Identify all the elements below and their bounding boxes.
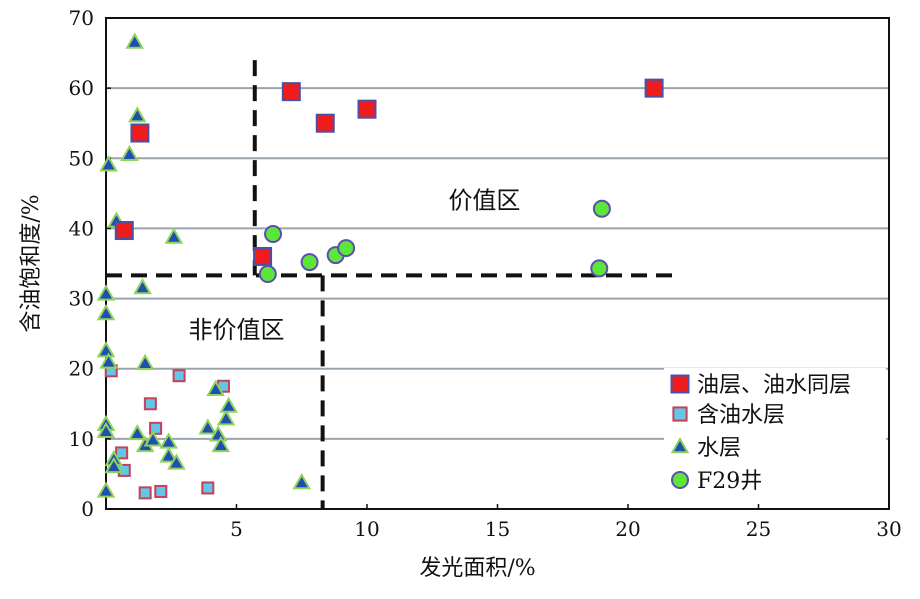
point-series-1-3 bbox=[138, 486, 152, 500]
y-tick-label-70: 70 bbox=[69, 6, 94, 30]
point-series-2-7 bbox=[96, 284, 116, 301]
point-series-2-5 bbox=[164, 227, 184, 244]
point-series-2-29 bbox=[292, 473, 312, 490]
point-series-3-2 bbox=[300, 253, 319, 272]
y-tick-label-40: 40 bbox=[69, 216, 94, 240]
y-tick-label-0: 0 bbox=[81, 497, 94, 521]
point-series-0-5 bbox=[357, 99, 377, 119]
point-series-2-23 bbox=[198, 418, 218, 435]
point-series-2-22 bbox=[167, 453, 186, 470]
point-series-1-1 bbox=[115, 446, 129, 460]
x-tick-label-5: 5 bbox=[230, 517, 243, 541]
y-tick-label-20: 20 bbox=[69, 357, 94, 381]
point-series-0-0 bbox=[130, 123, 150, 143]
point-series-2-27 bbox=[216, 409, 236, 426]
legend-label-oil-layer: 油层、油水同层 bbox=[697, 373, 851, 398]
point-series-0-3 bbox=[281, 82, 301, 102]
point-series-1-8 bbox=[201, 481, 215, 495]
cutoff-lines bbox=[106, 60, 681, 509]
legend-marker-3 bbox=[671, 471, 689, 489]
point-series-2-28 bbox=[219, 396, 238, 413]
point-series-0-2 bbox=[253, 246, 273, 266]
point-series-2-19 bbox=[143, 430, 163, 447]
point-series-3-4 bbox=[337, 239, 356, 258]
legend-marker-0 bbox=[670, 374, 690, 394]
point-series-2-26 bbox=[211, 435, 231, 453]
point-series-3-1 bbox=[258, 265, 277, 284]
point-series-2-3 bbox=[99, 155, 118, 172]
point-series-1-5 bbox=[149, 421, 163, 435]
x-axis-label: 发光面积/% bbox=[419, 556, 535, 581]
point-series-1-4 bbox=[143, 397, 157, 411]
y-axis-label: 含油饱和度/% bbox=[19, 194, 44, 332]
point-series-1-7 bbox=[172, 369, 186, 383]
point-series-2-0 bbox=[125, 32, 145, 49]
point-series-2-6 bbox=[133, 278, 152, 295]
x-tick-label-10: 10 bbox=[354, 517, 379, 541]
point-series-2-1 bbox=[127, 106, 147, 123]
point-series-2-8 bbox=[96, 303, 116, 321]
y-tick-label-50: 50 bbox=[69, 146, 94, 170]
point-series-2-11 bbox=[135, 353, 155, 371]
legend: 油层、油水同层 含油水层 水层 F29井 bbox=[664, 368, 886, 498]
y-tick-label-60: 60 bbox=[69, 76, 94, 100]
point-series-3-6 bbox=[592, 199, 611, 218]
data-points bbox=[96, 32, 664, 500]
point-series-0-1 bbox=[114, 221, 134, 241]
point-series-3-0 bbox=[264, 225, 283, 244]
annotation-value-zone: 价值区 bbox=[448, 186, 520, 214]
legend-marker-2 bbox=[670, 436, 690, 454]
point-series-2-20 bbox=[159, 432, 178, 449]
x-tick-label-25: 25 bbox=[746, 517, 771, 541]
point-series-2-2 bbox=[120, 144, 139, 161]
point-series-2-21 bbox=[159, 446, 178, 463]
legend-marker-1 bbox=[672, 406, 688, 422]
region-annotations: 价值区 非价值区 bbox=[189, 186, 521, 344]
point-series-2-13 bbox=[96, 421, 116, 439]
point-series-2-17 bbox=[127, 423, 147, 441]
axis-ticks: 0 10 20 30 40 50 60 70 5 10 15 20 25 30 bbox=[69, 6, 902, 541]
y-tick-label-10: 10 bbox=[69, 427, 94, 451]
legend-background bbox=[664, 368, 886, 498]
legend-label-water-layer: 水层 bbox=[697, 436, 741, 461]
point-series-3-5 bbox=[590, 259, 609, 278]
x-tick-label-20: 20 bbox=[615, 517, 640, 541]
legend-label-f29-well: F29井 bbox=[697, 469, 762, 494]
point-series-0-6 bbox=[644, 78, 664, 98]
point-series-2-9 bbox=[96, 341, 116, 358]
y-tick-label-30: 30 bbox=[69, 287, 94, 311]
point-series-1-6 bbox=[154, 484, 168, 498]
legend-label-oily-water-layer: 含油水层 bbox=[697, 403, 785, 428]
point-series-2-24 bbox=[206, 379, 225, 396]
point-series-0-4 bbox=[315, 113, 335, 133]
point-series-2-16 bbox=[104, 456, 124, 474]
x-tick-label-30: 30 bbox=[876, 517, 901, 541]
point-series-2-10 bbox=[99, 352, 118, 369]
annotation-non-value-zone: 非价值区 bbox=[189, 316, 285, 344]
point-series-2-14 bbox=[96, 481, 116, 498]
x-tick-label-15: 15 bbox=[485, 517, 510, 541]
